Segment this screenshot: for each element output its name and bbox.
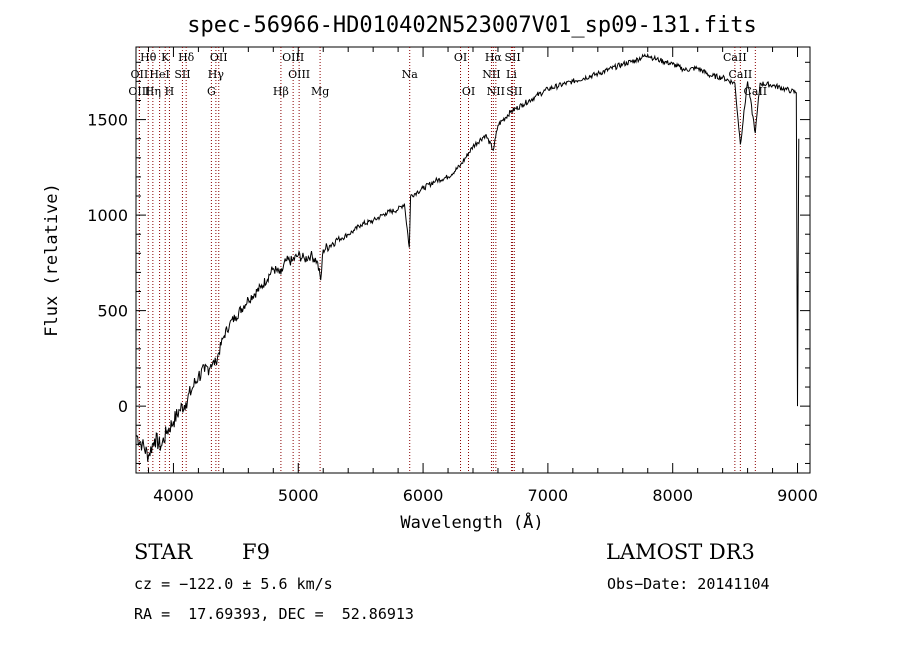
spectral-line-label: Hγ <box>208 68 225 81</box>
spectral-line-label: OIII <box>288 68 310 81</box>
spectral-subclass: F9 <box>242 540 270 564</box>
redshift-text: cz = −122.0 ± 5.6 km/s <box>134 575 333 593</box>
spectrum-series <box>135 52 800 462</box>
x-tick-label: 4000 <box>153 486 194 505</box>
spectral-line-label: NII <box>487 85 505 98</box>
x-tick-label: 8000 <box>652 486 693 505</box>
spectral-line-label: SII <box>506 85 522 98</box>
x-tick-label: 7000 <box>528 486 569 505</box>
coordinates: RA = 17.69393, DEC = 52.86913 <box>134 605 414 623</box>
spectral-line-label: CaII <box>723 51 747 64</box>
chart-title: spec-56966-HD010402N523007V01_sp09-131.f… <box>187 13 757 38</box>
spectral-line-label: Hη <box>145 85 161 98</box>
y-axis-label: Flux (relative) <box>42 183 62 337</box>
y-tick-label: 500 <box>97 302 128 321</box>
plot-frame <box>135 46 811 474</box>
spectral-line-label: Li <box>506 68 517 81</box>
x-tick-label: 5000 <box>278 486 319 505</box>
spectral-line-label: K <box>161 51 170 64</box>
x-tick-label: 6000 <box>403 486 444 505</box>
spectral-line-label: SII <box>504 51 520 64</box>
y-tick-label: 1000 <box>87 206 128 225</box>
spectrum-line <box>135 52 800 462</box>
x-tick-label: 9000 <box>777 486 818 505</box>
spectral-line-label: Hθ <box>140 51 157 64</box>
x-axis: 4000 5000 6000 7000 8000 9000 <box>147 47 818 505</box>
spectral-line-label: OI <box>454 51 467 64</box>
x-axis-label: Wavelength (Å) <box>400 511 543 533</box>
y-axis: 0 500 1000 1500 <box>87 61 810 464</box>
spectral-line-label: NII <box>482 68 500 81</box>
spectral-line-label: Mg <box>311 85 329 98</box>
spectral-line-label: OII <box>131 68 149 81</box>
spectral-line-markers <box>138 47 756 473</box>
spectral-line-label: SII <box>174 68 190 81</box>
object-type: STAR <box>134 540 193 564</box>
spectral-line-label: OIII <box>128 85 150 98</box>
spectral-line-label: Hα <box>485 51 503 64</box>
spectral-line-label: H <box>165 85 175 98</box>
spectral-line-label: HeI <box>149 68 169 81</box>
spectral-line-label: CaII <box>729 68 753 81</box>
spectral-line-label: OIII <box>282 51 304 64</box>
spectral-line-label: Hβ <box>273 85 289 98</box>
spectral-line-label: OII <box>210 51 228 64</box>
spectral-line-label: Hδ <box>178 51 195 64</box>
survey-name: LAMOST DR3 <box>606 540 755 564</box>
spectral-line-label: OI <box>462 85 475 98</box>
y-tick-label: 0 <box>118 397 128 416</box>
observation-date: Obs−Date: 20141104 <box>607 575 770 593</box>
spectral-line-label: G <box>207 85 216 98</box>
spectral-line-label: Na <box>402 68 419 81</box>
y-tick-label: 1500 <box>87 111 128 130</box>
